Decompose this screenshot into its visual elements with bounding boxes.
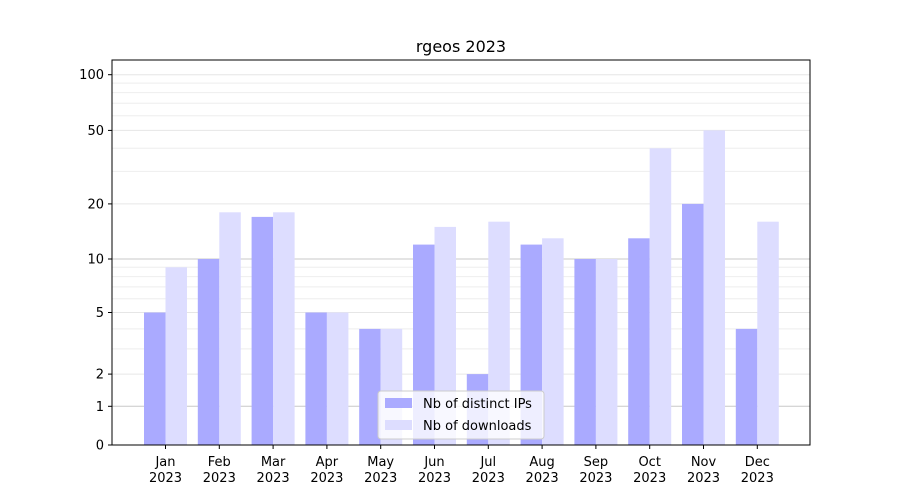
bar-downloads-oct <box>649 148 672 446</box>
y-tick-label: 2 <box>96 368 104 383</box>
plot-frame <box>111 59 811 446</box>
x-tick-label: Aug 2023 <box>526 455 559 486</box>
bar-downloads-nov <box>703 130 725 445</box>
x-tick-label: Jul 2023 <box>472 455 505 486</box>
x-tick-label: Sep 2023 <box>579 455 612 486</box>
bar-downloads-sep <box>595 259 618 445</box>
legend-swatch-distinct-ips <box>385 398 412 408</box>
bar-distinct-ips-sep <box>574 259 596 445</box>
bar-downloads-mar <box>273 212 295 445</box>
bar-distinct-ips-dec <box>735 328 758 445</box>
legend-box <box>377 390 545 440</box>
bar-downloads-jan <box>165 267 187 445</box>
legend-swatch-downloads <box>385 420 412 430</box>
bars <box>144 130 779 446</box>
bar-distinct-ips-oct <box>628 238 650 445</box>
chart-title: rgeos 2023 <box>416 37 506 56</box>
bar-downloads-feb <box>219 212 241 445</box>
bar-distinct-ips-feb <box>197 259 220 445</box>
x-tick-label: Feb 2023 <box>203 455 236 486</box>
x-tick-label: May 2023 <box>364 455 397 486</box>
x-tick-label: Oct 2023 <box>633 455 666 486</box>
bar-distinct-ips-nov <box>682 203 704 445</box>
bar-distinct-ips-may <box>359 328 381 445</box>
y-tick-label: 5 <box>96 306 104 321</box>
y-tick-label: 20 <box>87 197 104 212</box>
legend: Nb of distinct IPs Nb of downloads <box>377 390 545 440</box>
y-tick-label: 50 <box>87 124 104 139</box>
bar-downloads-jun <box>434 226 456 445</box>
bar-distinct-ips-mar <box>251 216 274 445</box>
y-tick-label: 1 <box>96 400 104 415</box>
x-axis: Jan 2023 Feb 2023 Mar 2023 Apr 2023 May 2023 Jun 20… <box>149 445 774 486</box>
y-tick-label: 10 <box>87 253 104 268</box>
legend-label-downloads: Nb of downloads <box>423 419 532 434</box>
x-tick-label: Apr 2023 <box>310 455 343 486</box>
bar-downloads-jul <box>488 221 510 445</box>
bar-downloads-aug <box>542 238 564 445</box>
y-tick-label: 0 <box>96 439 104 454</box>
y-axis: 0 1 2 5 10 20 50 100 <box>79 68 112 454</box>
legend-label-distinct-ips: Nb of distinct IPs <box>423 397 532 412</box>
bar-downloads-dec <box>757 221 779 445</box>
bar-downloads-apr <box>326 312 349 445</box>
y-tick-label: 100 <box>79 68 104 83</box>
x-tick-label: Nov 2023 <box>687 455 720 486</box>
bar-distinct-ips-apr <box>305 312 327 445</box>
x-tick-label: Jun 2023 <box>418 455 451 486</box>
x-tick-label: Jan 2023 <box>149 455 182 486</box>
x-tick-label: Dec 2023 <box>741 455 774 486</box>
x-tick-label: Mar 2023 <box>257 455 290 486</box>
bar-distinct-ips-jan <box>144 312 166 445</box>
